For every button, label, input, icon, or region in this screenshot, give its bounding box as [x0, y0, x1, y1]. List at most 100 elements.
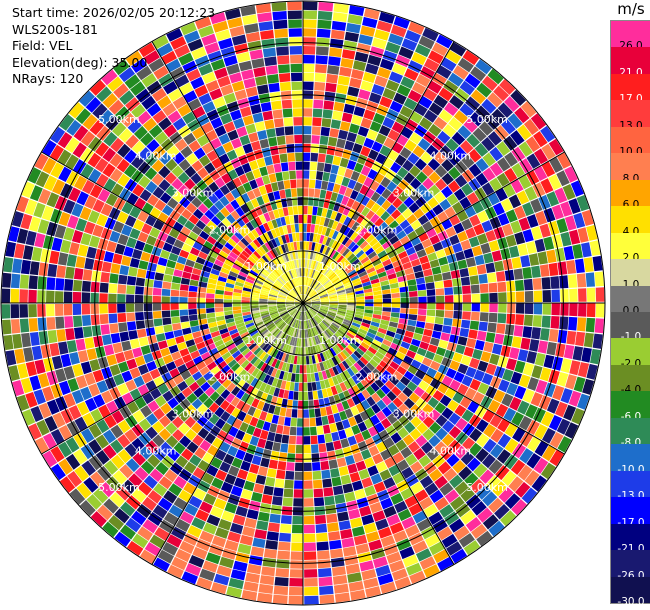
velocity-bin [359, 274, 369, 281]
velocity-bin [578, 303, 587, 317]
velocity-bin [377, 347, 388, 356]
velocity-bin [501, 470, 517, 486]
velocity-bin [238, 328, 248, 335]
velocity-bin [318, 274, 325, 283]
velocity-bin [473, 223, 485, 236]
velocity-bin [435, 414, 448, 427]
velocity-bin [84, 372, 96, 386]
velocity-bin [152, 88, 167, 102]
velocity-bin [203, 371, 214, 381]
velocity-bin [320, 265, 327, 274]
velocity-bin [129, 206, 142, 219]
velocity-bin [42, 433, 57, 450]
velocity-bin [279, 322, 287, 331]
velocity-bin [308, 278, 313, 287]
velocity-bin [366, 362, 376, 372]
velocity-bin [309, 170, 317, 180]
velocity-bin [479, 312, 489, 322]
velocity-bin [514, 360, 526, 374]
velocity-bin [262, 175, 271, 185]
velocity-bin [244, 319, 254, 326]
velocity-bin [132, 347, 143, 358]
velocity-bin [540, 328, 550, 341]
velocity-bin [358, 34, 373, 46]
velocity-bin [209, 391, 220, 402]
velocity-bin [320, 126, 330, 137]
velocity-bin [310, 152, 319, 162]
velocity-bin [327, 182, 335, 192]
velocity-bin [292, 346, 297, 355]
velocity-bin [177, 104, 192, 117]
velocity-bin [303, 223, 307, 232]
velocity-bin [472, 245, 483, 257]
velocity-bin [390, 209, 402, 220]
velocity-bin [116, 211, 129, 224]
velocity-bin [52, 179, 66, 195]
velocity-bin [386, 390, 397, 402]
velocity-bin [299, 311, 302, 320]
velocity-bin [307, 277, 311, 287]
velocity-bin [462, 303, 472, 312]
velocity-bin [390, 312, 400, 318]
velocity-bin [323, 487, 334, 497]
velocity-bin [474, 142, 489, 157]
velocity-bin [181, 243, 192, 253]
velocity-bin [260, 457, 270, 468]
velocity-bin [292, 309, 298, 317]
velocity-bin [505, 234, 517, 247]
velocity-bin [173, 239, 184, 249]
velocity-bin [460, 276, 471, 286]
velocity-bin [355, 311, 364, 316]
velocity-bin [210, 117, 223, 129]
velocity-bin [343, 226, 351, 236]
velocity-bin [479, 469, 494, 484]
velocity-bin [297, 205, 303, 215]
velocity-bin [311, 296, 319, 300]
velocity-bin [217, 236, 227, 246]
velocity-bin [161, 303, 170, 311]
velocity-bin [285, 188, 292, 198]
velocity-bin [38, 262, 49, 277]
velocity-bin [462, 50, 480, 66]
velocity-bin [319, 135, 329, 145]
velocity-bin [297, 311, 301, 320]
velocity-bin [418, 454, 432, 468]
velocity-bin [336, 289, 346, 294]
velocity-bin [237, 543, 252, 555]
velocity-bin [308, 290, 316, 297]
velocity-bin [277, 208, 285, 218]
velocity-bin [285, 381, 291, 391]
velocity-bin [533, 131, 548, 148]
velocity-bin [261, 314, 270, 319]
velocity-bin [242, 314, 252, 319]
velocity-bin [367, 270, 377, 278]
velocity-bin [247, 231, 256, 241]
velocity-bin [76, 401, 90, 416]
velocity-bin [382, 240, 392, 250]
velocity-bin [265, 413, 274, 423]
velocity-bin [509, 396, 522, 411]
velocity-bin [551, 234, 563, 249]
velocity-bin [265, 264, 274, 272]
velocity-bin [303, 444, 311, 454]
instrument-text: WLS200s-181 [12, 21, 98, 37]
velocity-bin [80, 444, 95, 460]
velocity-bin [328, 292, 337, 296]
azimuth-spoke [302, 302, 455, 565]
velocity-bin [346, 367, 355, 377]
velocity-bin [273, 282, 282, 289]
velocity-bin [106, 354, 118, 366]
velocity-bin [154, 325, 164, 335]
velocity-bin [286, 304, 295, 308]
velocity-bin [190, 350, 201, 360]
velocity-bin [110, 454, 125, 469]
velocity-bin [451, 131, 466, 146]
velocity-bin [463, 118, 478, 133]
velocity-bin [374, 422, 385, 433]
velocity-bin [413, 386, 425, 398]
velocity-bin [228, 426, 239, 437]
velocity-bin [347, 269, 357, 277]
velocity-bin [273, 209, 280, 219]
velocity-bin [182, 271, 192, 279]
velocity-bin [396, 230, 407, 240]
